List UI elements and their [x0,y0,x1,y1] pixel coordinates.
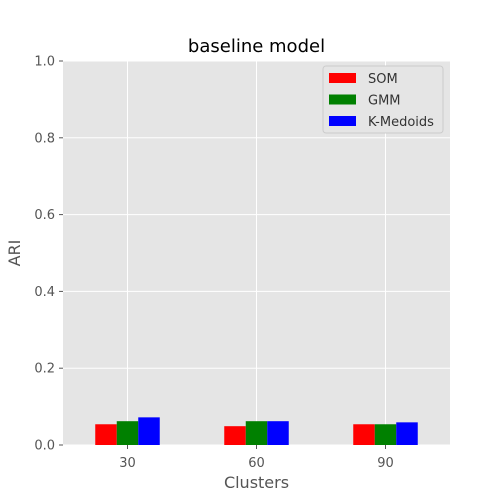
bar-som-30 [95,424,117,445]
bar-som-90 [353,424,375,445]
bar-gmm-60 [245,421,268,445]
chart-title: baseline model [188,36,325,57]
legend-swatch [329,73,356,83]
x-tick-label: 90 [377,456,394,471]
bar-k-medoids-90 [396,422,418,445]
bar-gmm-90 [374,424,397,445]
x-tick-labels: 30 60 90 [119,445,394,471]
y-tick-label: 0.4 [34,285,55,300]
y-tick-label: 0.8 [34,131,55,146]
legend-swatch [329,94,356,105]
bar-k-medoids-60 [267,421,289,445]
x-tick-label: 30 [119,456,136,471]
legend-label: K-Medoids [368,115,434,130]
legend: SOM GMM K-Medoids [322,65,444,134]
y-axis-label: ARI [5,240,24,267]
y-tick-label: 0.0 [34,439,55,454]
bars [95,417,418,445]
x-tick-label: 60 [248,456,265,471]
legend-label: GMM [368,94,401,109]
bar-k-medoids-30 [138,417,160,445]
y-tick-label: 0.6 [34,208,55,223]
y-tick-label: 0.2 [34,362,55,377]
x-axis-label: Clusters [224,473,289,492]
bar-som-60 [224,426,246,445]
legend-swatch [329,116,356,126]
y-tick-label: 1.0 [34,55,55,70]
y-tick-labels: 0.0 0.2 0.4 0.6 0.8 1.0 [34,55,63,454]
bar-gmm-30 [116,421,139,445]
legend-label: SOM [368,72,398,87]
